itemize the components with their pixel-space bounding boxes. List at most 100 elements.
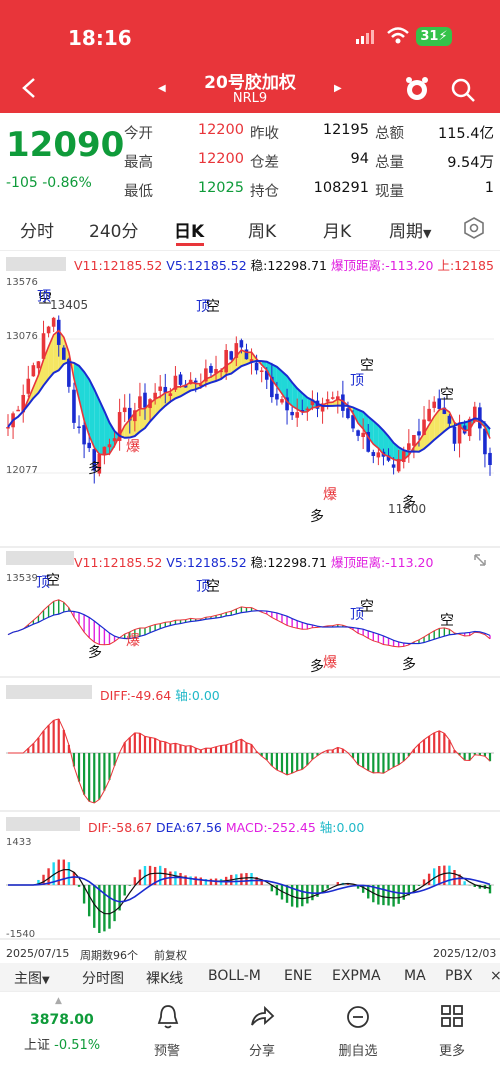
ma-band [383, 430, 389, 457]
candle-body [36, 361, 41, 369]
ma-band [73, 362, 80, 400]
toolbar-main-chart[interactable]: 主图▼ [14, 971, 50, 987]
quote-value: 9.54万 [447, 155, 494, 171]
indicator-line-main: V11:12185.52 V5:12185.52 稳:12298.71 爆顶距离… [74, 258, 494, 273]
candle-body [51, 317, 56, 327]
toolbar-minute-chart[interactable]: 分时图 [82, 971, 124, 987]
ma-band [266, 361, 272, 380]
ma-band [297, 388, 303, 413]
chart-area[interactable]: 空顶顶空空顶空多爆多爆多 顶空顶空顶空空多爆多爆多 V11:12185.52 V… [0, 251, 500, 963]
signal-marker: 空 [360, 358, 374, 374]
signal-marker: 空 [206, 579, 220, 595]
candle-body [138, 396, 142, 409]
diff-line-label: DIFF:-49.64 轴:0.00 [100, 688, 220, 703]
search-icon[interactable] [450, 77, 476, 103]
remove-favorite-icon[interactable] [345, 1004, 371, 1030]
expand-icon[interactable] [472, 552, 488, 568]
candle-body [401, 451, 406, 463]
candle-body [62, 347, 66, 360]
candle-body [396, 458, 401, 472]
axis-low: 12077 [6, 465, 38, 476]
tab-minute[interactable]: 分时 [20, 222, 54, 242]
toolbar-ene[interactable]: ENE [284, 968, 313, 984]
candle-body [199, 384, 203, 386]
blurred-logo [6, 257, 66, 271]
candle-body [244, 349, 249, 360]
candle-body [376, 452, 381, 458]
tab-weekly[interactable]: 周K [248, 222, 277, 242]
up-arrow-icon: ▲ [55, 996, 62, 1006]
candle-body [219, 370, 223, 373]
toolbar-close-icon[interactable]: × [490, 968, 500, 984]
share-icon[interactable] [249, 1004, 275, 1030]
bell-icon[interactable] [157, 1004, 179, 1030]
candle-body [92, 449, 97, 471]
start-date: 2025/07/15 [6, 947, 70, 960]
kline-chart-svg[interactable]: 空顶顶空空顶空多爆多爆多 顶空 顶空顶空空多爆多爆多 [0, 251, 500, 963]
candle-body [462, 425, 467, 434]
candle-body [452, 426, 457, 444]
nav-more-label[interactable]: 更多 [438, 1044, 465, 1059]
nav-remove-favorite-label[interactable]: 删自选 [338, 1044, 378, 1059]
signal-marker: 爆 [126, 633, 140, 649]
candle-body [442, 407, 447, 414]
candle-body [173, 375, 178, 390]
candle-body [112, 438, 117, 442]
bottom-nav: ▲ 3878.00 上证 -0.51% [0, 991, 500, 1087]
prev-arrow-icon[interactable]: ◀ [158, 83, 166, 94]
ma-band [94, 389, 100, 455]
candle-body [21, 394, 26, 413]
toolbar-naked-k[interactable]: 裸K线 [146, 971, 184, 987]
indicator-line-sub: V11:12185.52 V5:12185.52 稳:12298.71 爆顶距离… [74, 555, 434, 570]
index-value[interactable]: 3878.00 [30, 1012, 94, 1028]
candle-body [310, 399, 315, 406]
alarm-clock-icon[interactable] [404, 76, 430, 102]
ma-band [231, 355, 237, 374]
ma-band [444, 408, 450, 432]
tab-daily[interactable]: 日K [174, 222, 205, 242]
quote-value: 94 [350, 151, 369, 167]
ma-band [281, 371, 288, 402]
candle-body [305, 408, 310, 411]
high-label: 13405 [50, 298, 89, 312]
candle-body [366, 431, 371, 452]
quote-value: 1 [484, 180, 494, 196]
settings-hexagon-icon[interactable] [462, 216, 486, 240]
ribbon-line-fast [7, 599, 491, 648]
candle-body [249, 359, 254, 362]
candle-body [330, 397, 335, 399]
quote-label: 持仓 [250, 184, 279, 200]
back-icon[interactable] [20, 76, 38, 100]
battery-icon: 31⚡ [416, 27, 452, 46]
nav-share-label[interactable]: 分享 [248, 1044, 275, 1059]
candle-body [467, 418, 472, 437]
tab-period[interactable]: 周期▼ [389, 222, 432, 242]
toolbar-pbx[interactable]: PBX [445, 968, 473, 984]
tab-240min[interactable]: 240分 [89, 222, 139, 242]
ma-band [139, 408, 145, 432]
signal-marker: 多 [402, 656, 416, 673]
candle-body [214, 369, 218, 374]
ribbon-line-slow [7, 610, 491, 645]
signal-marker: 多 [88, 460, 102, 477]
candle-body [447, 415, 452, 424]
candle-body [234, 343, 239, 358]
next-arrow-icon[interactable]: ▶ [334, 83, 342, 94]
tab-monthly[interactable]: 月K [323, 222, 352, 242]
toolbar-expma[interactable]: EXPMA [332, 968, 381, 984]
grid-more-icon[interactable] [440, 1004, 464, 1028]
signal-marker: 爆 [126, 439, 140, 455]
candle-body [275, 393, 279, 400]
candle-body [204, 368, 208, 382]
diff-line [8, 718, 491, 804]
candle-body [178, 374, 183, 385]
index-change[interactable]: 上证 -0.51% [24, 1038, 101, 1053]
nav-alert-label[interactable]: 预警 [153, 1044, 180, 1059]
signal-marker: 多 [402, 494, 416, 511]
candle-body [163, 386, 168, 393]
toolbar-boll[interactable]: BOLL-M [208, 968, 261, 984]
toolbar-ma[interactable]: MA [404, 968, 426, 984]
ma-band [424, 424, 430, 449]
main-kline-panel: 空顶顶空空顶空多爆多爆多 [6, 289, 492, 525]
ma-band [302, 393, 308, 413]
